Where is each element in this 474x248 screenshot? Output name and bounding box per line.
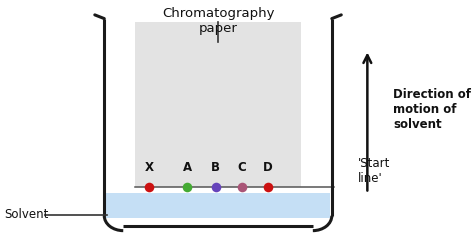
- Text: A: A: [182, 161, 192, 174]
- Point: [146, 185, 153, 189]
- Text: Chromatography
paper: Chromatography paper: [162, 7, 274, 35]
- Point: [238, 185, 246, 189]
- Text: 'Start
line': 'Start line': [358, 157, 390, 185]
- Bar: [135, 22, 301, 187]
- Point: [183, 185, 191, 189]
- Text: C: C: [237, 161, 246, 174]
- Text: Solvent: Solvent: [5, 208, 49, 221]
- Text: B: B: [211, 161, 220, 174]
- Point: [212, 185, 219, 189]
- Text: Direction of
motion of
solvent: Direction of motion of solvent: [393, 88, 472, 131]
- Text: X: X: [145, 161, 154, 174]
- Text: D: D: [263, 161, 273, 174]
- Point: [264, 185, 272, 189]
- Bar: [106, 193, 330, 218]
